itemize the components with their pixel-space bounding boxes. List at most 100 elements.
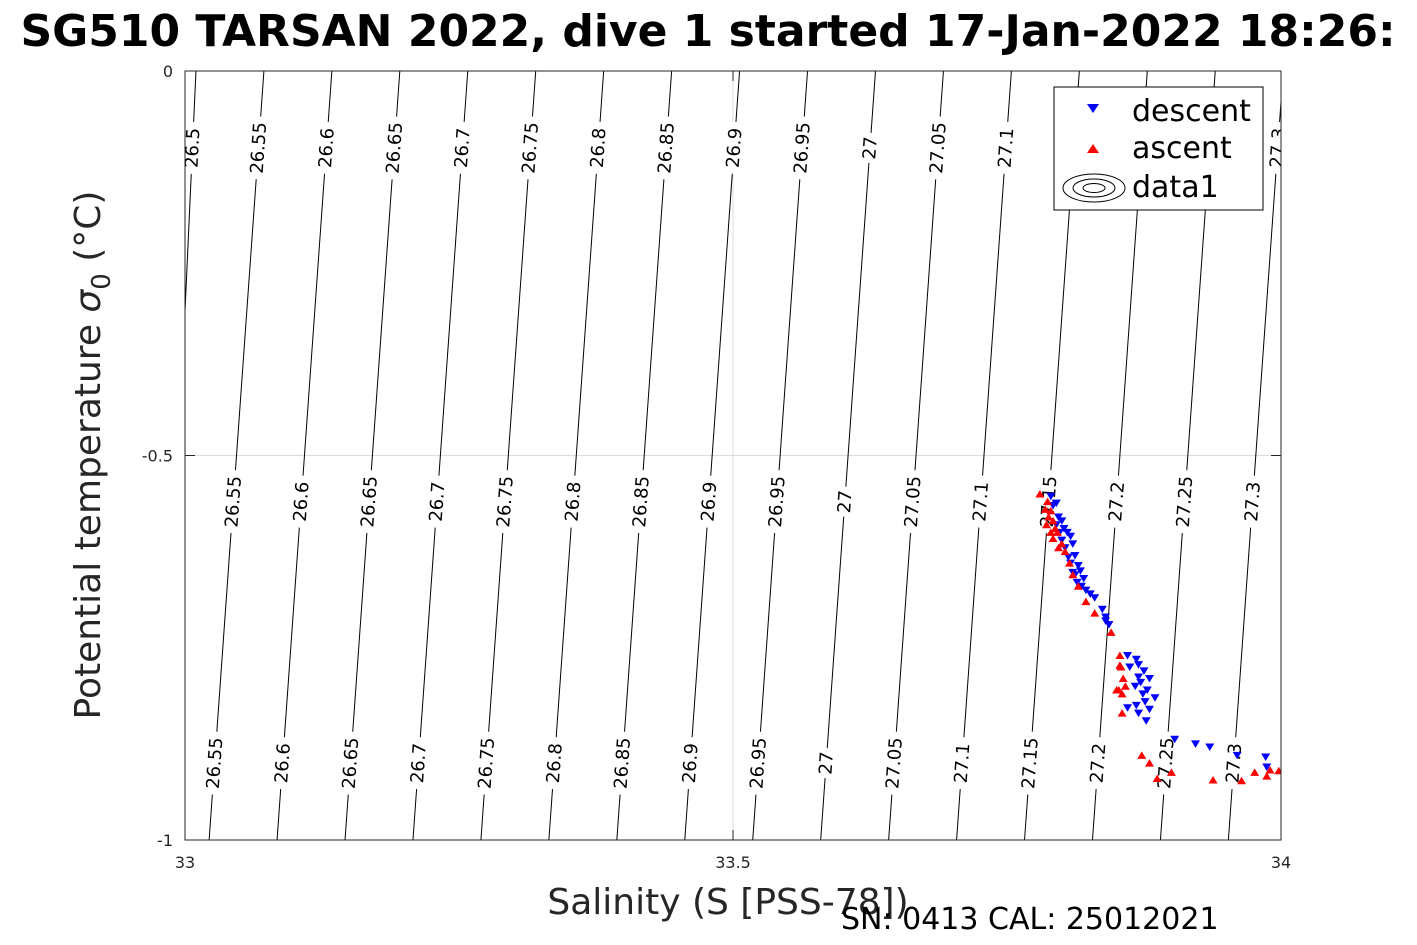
contour-label: 26.85 (629, 475, 654, 528)
contour-label-bg (517, 115, 544, 181)
contour-label: 26.85 (610, 737, 635, 790)
contour-label-bg (1264, 121, 1281, 175)
contour-label-group: 27.3 (1264, 121, 1281, 175)
contour-label-group: 26.8 (560, 474, 586, 529)
contour-label-bg (381, 115, 408, 181)
descent-point (1261, 753, 1271, 761)
serial-calibration-note: SN: 0413 CAL: 25012021 (841, 902, 1219, 937)
contour-label-bg (1085, 736, 1111, 790)
y-axis-label: Potential temperature σ0 (°C) (68, 191, 117, 720)
ascent-point (1040, 505, 1050, 513)
contour-label: 27.05 (926, 121, 951, 174)
contour-label-group: 27.2 (1103, 474, 1130, 529)
y-axis-label-text: Potential temperature (68, 313, 109, 720)
contour-label-group: 26.9 (696, 474, 722, 529)
contour-label-group: 26.85 (609, 730, 636, 796)
descent-point (1139, 667, 1149, 675)
contour-label: 26.6 (315, 127, 339, 168)
contour-label: 26.8 (562, 481, 586, 522)
contour-line (956, 71, 1012, 840)
y-tick-label: 0 (163, 62, 173, 81)
contour-label-group: 26.65 (355, 469, 383, 534)
legend-box (1053, 86, 1264, 211)
contour-label-bg (337, 730, 364, 796)
ascent-point (1048, 534, 1058, 543)
contour-label-bg (1171, 469, 1198, 534)
descent-point (1262, 763, 1272, 771)
descent-point (1134, 661, 1144, 669)
contour-label-bg (609, 730, 636, 796)
contour-label-group: 26.5 (185, 121, 205, 175)
ascent-point (1041, 520, 1051, 529)
contour-label-bg (1239, 474, 1266, 529)
descent-point (1134, 709, 1144, 718)
contour-line (820, 71, 876, 840)
contour-line (752, 71, 809, 840)
y-axis-label-sigma: σ (68, 289, 109, 313)
contour-label-group: 27 (857, 132, 883, 164)
ascent-point (1064, 559, 1074, 567)
ascent-point (1044, 513, 1054, 521)
descent-point (1101, 617, 1111, 625)
descent-point (1085, 590, 1095, 598)
contour-label-bg (1103, 474, 1130, 529)
contour-line (185, 71, 197, 323)
contour-label-group: 27.2 (1085, 736, 1111, 790)
ascent-point (1106, 628, 1116, 636)
contour-label-group: 26.55 (220, 469, 247, 534)
contour-label: 26.75 (493, 475, 518, 528)
descent-point (1081, 586, 1091, 595)
descent-point (1057, 517, 1067, 525)
contour-label: 27.1 (951, 742, 975, 783)
contour-label: 26.7 (451, 127, 475, 168)
ascent-point (1048, 516, 1058, 525)
contour-label-bg (1221, 736, 1247, 790)
axes: 33 33.5 34 0 -0.5 -1 (142, 62, 1291, 872)
descent-point (1101, 613, 1111, 621)
y-tick-label: -1 (157, 831, 173, 850)
descent-point (1131, 655, 1141, 664)
contour-label-group: 26.8 (541, 736, 568, 790)
contour-label: 27.3 (1222, 742, 1246, 783)
x-tick-label: 33.5 (715, 853, 751, 872)
contour-label-bg (814, 747, 839, 779)
contour-label-group: 26.75 (473, 730, 500, 796)
contour-label-bg (355, 469, 383, 534)
contour-label-group: 26.95 (744, 730, 772, 796)
contour-label-group: 27 (832, 485, 857, 518)
chart-title: SG510 TARSAN 2022, dive 1 started 17-Jan… (20, 6, 1395, 57)
contour-label-group: 26.65 (337, 730, 364, 796)
contour-label-group: 27.3 (1239, 474, 1266, 529)
descent-point (1144, 705, 1154, 714)
contour-label: 26.7 (407, 742, 431, 783)
descent-point (1232, 751, 1242, 760)
contour-label: 27.2 (1105, 481, 1129, 522)
contour-label: 26.9 (697, 481, 721, 522)
descent-point (1170, 735, 1180, 744)
contour-label-group: 26.7 (424, 474, 450, 529)
descent-point (1068, 540, 1078, 548)
contour-line (412, 71, 469, 840)
contour-line (684, 71, 741, 840)
contour-label-group: 26.55 (245, 115, 272, 181)
descent-point (1062, 528, 1072, 537)
descent-point (1134, 673, 1144, 681)
contour-label: 26.9 (679, 742, 703, 783)
contour-label-bg (949, 736, 975, 790)
contour-label-bg (1016, 730, 1044, 796)
descent-point (1066, 532, 1076, 541)
contour-label-group: 26.85 (627, 469, 655, 534)
contour-label: 27.2 (1087, 742, 1111, 783)
contour-label: 27 (859, 136, 882, 160)
contour-label-group: 26.8 (585, 121, 612, 175)
ascent-point (1208, 776, 1218, 784)
contour-label-group: 27.05 (899, 469, 926, 534)
ascent-point (1073, 582, 1083, 590)
descent-point (1123, 651, 1133, 660)
descent-point (1142, 686, 1152, 695)
contour-label-bg (269, 736, 296, 790)
contour-label-group: 26.55 (201, 730, 228, 796)
descent-point (1125, 663, 1135, 671)
contour-label-bg (473, 730, 500, 796)
ascent-point (1274, 766, 1281, 775)
